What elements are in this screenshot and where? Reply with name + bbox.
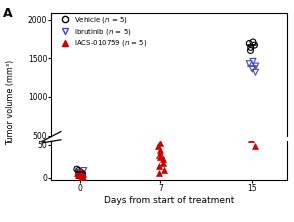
Point (161, 148, 166, 152)
Point (247, 62, 251, 65)
Point (251, 131, 255, 135)
Point (251, 118, 256, 121)
Point (157, 155, 162, 158)
Point (78, 174, 83, 178)
Point (159, 150, 163, 153)
Legend: Vehicle ($n$ = 5), Ibrutinib ($n$ = 5), IACS-010759 ($n$ = 5): Vehicle ($n$ = 5), Ibrutinib ($n$ = 5), … (57, 14, 148, 49)
Point (162, 168, 166, 172)
Point (252, 43, 257, 47)
Point (76, 169, 81, 172)
Point (156, 152, 161, 156)
Point (253, 100, 257, 103)
Point (248, 138, 253, 141)
Point (158, 142, 163, 145)
Point (246, 83, 251, 87)
Point (157, 171, 161, 174)
Point (81, 172, 85, 176)
Point (81, 175, 85, 178)
Point (158, 152, 163, 156)
Point (160, 161, 165, 165)
Point (253, 70, 258, 74)
Point (250, 67, 255, 71)
Point (253, 64, 258, 68)
Point (250, 40, 255, 44)
Point (253, 110, 258, 113)
Point (76, 173, 81, 176)
Point (155, 149, 160, 153)
Point (252, 124, 257, 128)
Point (78, 170, 83, 174)
Point (249, 73, 254, 77)
Point (78, 169, 82, 172)
Point (253, 93, 258, 97)
Point (76, 173, 81, 177)
Point (161, 151, 166, 155)
Point (80, 171, 85, 175)
Point (160, 151, 165, 155)
Point (80, 173, 85, 176)
Point (77, 173, 81, 176)
Text: Tumor volume (mm³): Tumor volume (mm³) (6, 59, 15, 145)
Point (158, 151, 162, 154)
Point (161, 157, 166, 161)
Point (80, 171, 85, 174)
Point (81, 169, 86, 172)
Point (79, 175, 83, 179)
Text: A: A (3, 7, 13, 20)
Point (247, 42, 252, 45)
Point (74, 167, 79, 171)
Point (80, 170, 85, 174)
Point (157, 164, 161, 168)
Point (251, 59, 255, 63)
X-axis label: Days from start of treatment: Days from start of treatment (104, 196, 234, 205)
Point (74, 171, 79, 175)
Point (248, 49, 253, 52)
Point (157, 148, 162, 152)
Point (155, 153, 160, 157)
Point (77, 172, 81, 176)
Point (248, 46, 253, 49)
Point (155, 144, 160, 148)
Point (253, 144, 257, 148)
Point (157, 146, 161, 150)
Point (80, 174, 84, 178)
Point (77, 171, 81, 174)
Point (156, 149, 160, 153)
